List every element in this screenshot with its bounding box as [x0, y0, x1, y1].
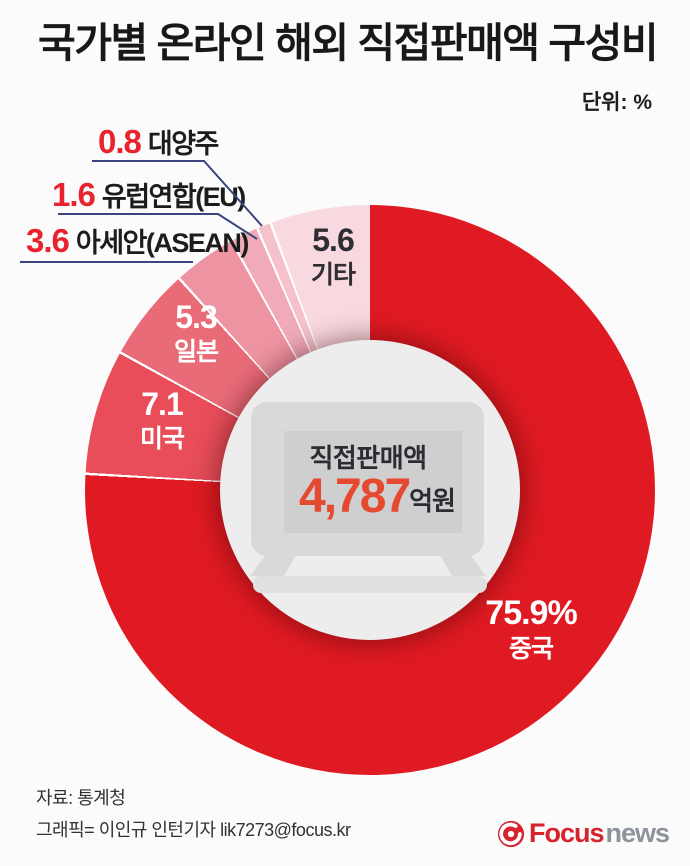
center-value-row: 4,787 억원	[299, 470, 456, 523]
callout-oceania: 0.8 대양주	[98, 122, 220, 161]
slice-value: 5.6	[312, 222, 354, 258]
callout-value: 1.6	[52, 176, 96, 213]
monitor-icon	[250, 402, 487, 593]
callout-value: 3.6	[26, 222, 70, 259]
center-unit: 억원	[409, 486, 456, 517]
callout-name: 대양주	[147, 129, 220, 159]
source-note: 자료: 통계청	[36, 788, 126, 808]
slice-label-usa: 7.1 미국	[139, 386, 185, 453]
slice-name: 미국	[139, 425, 185, 453]
slice-label-etc: 5.6 기타	[310, 222, 356, 289]
slice-value: 5.3	[175, 299, 217, 335]
callout-name: 유럽연합(EU)	[101, 182, 246, 212]
page-title: 국가별 온라인 해외 직접판매액 구성비	[38, 20, 659, 66]
center-label: 직접판매액	[309, 443, 427, 473]
callout-name: 아세안(ASEAN)	[75, 228, 250, 258]
callout-eu: 1.6 유럽연합(EU)	[52, 175, 246, 214]
center-value: 4,787	[299, 470, 411, 523]
unit-note: 단위: %	[581, 91, 652, 114]
callout-value: 0.8	[98, 123, 142, 160]
callout-asean: 3.6 아세안(ASEAN)	[26, 221, 250, 260]
slice-label-china: 75.9% 중국	[485, 594, 577, 663]
credit-note: 그래픽= 이인규 인턴기자 lik7273@focus.kr	[36, 820, 351, 840]
slice-name: 중국	[508, 635, 554, 663]
slice-name: 기타	[310, 261, 356, 289]
slice-label-japan: 5.3 일본	[173, 299, 219, 366]
slice-value: 75.9%	[485, 594, 577, 632]
focus-news-logo-icon	[497, 820, 525, 847]
slice-value: 7.1	[141, 386, 183, 422]
logo-brand-text: Focus	[529, 818, 605, 848]
logo-suffix-text: news	[605, 818, 671, 848]
slice-name: 일본	[173, 338, 219, 366]
focus-news-logo: Focus news	[497, 818, 671, 849]
